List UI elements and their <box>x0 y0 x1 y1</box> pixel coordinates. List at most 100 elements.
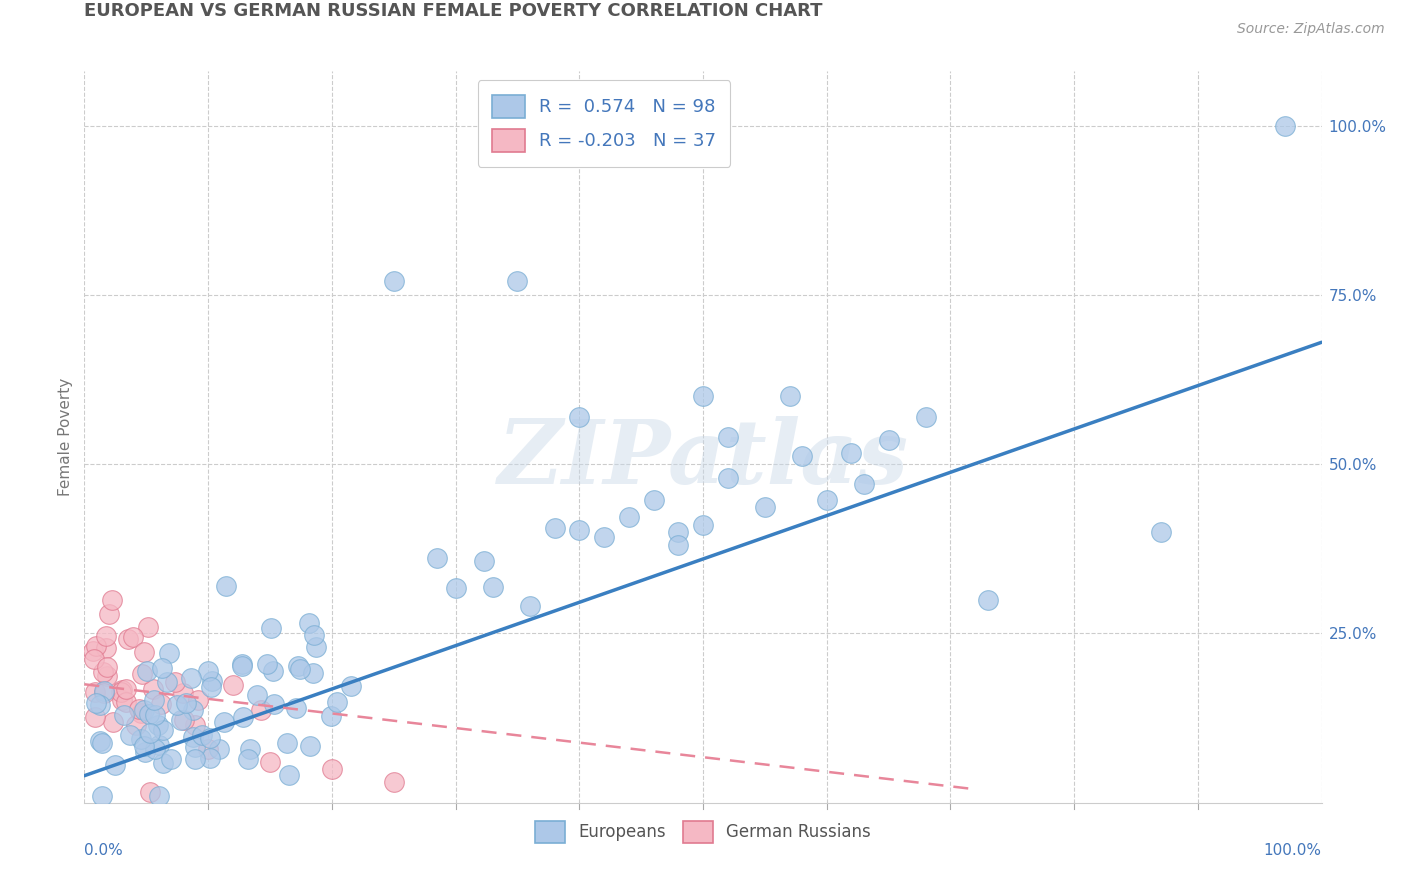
Point <box>93 686 115 700</box>
Point <box>278 768 301 782</box>
Point <box>84 710 107 724</box>
Text: EUROPEAN VS GERMAN RUSSIAN FEMALE POVERTY CORRELATION CHART: EUROPEAN VS GERMAN RUSSIAN FEMALE POVERT… <box>84 2 823 21</box>
Point <box>150 661 173 675</box>
Point <box>301 666 323 681</box>
Point <box>298 615 321 630</box>
Point <box>174 696 197 710</box>
Point <box>815 493 838 508</box>
Point <box>156 674 179 689</box>
Point <box>877 433 900 447</box>
Point <box>239 741 262 756</box>
Point <box>290 662 312 676</box>
Point <box>152 723 174 737</box>
Point <box>138 707 160 722</box>
Point <box>568 409 591 424</box>
Point <box>184 717 207 731</box>
Point <box>321 709 343 723</box>
Point <box>115 681 138 696</box>
Point <box>103 758 125 772</box>
Point <box>112 708 135 723</box>
Point <box>287 659 309 673</box>
Legend: Europeans, German Russians: Europeans, German Russians <box>529 814 877 849</box>
Point <box>260 621 283 635</box>
Text: 100.0%: 100.0% <box>1264 843 1322 858</box>
Point <box>717 430 740 444</box>
Point <box>519 599 541 613</box>
Point <box>666 538 689 552</box>
Point <box>120 728 142 742</box>
Point <box>506 274 529 288</box>
Point <box>692 389 714 403</box>
Point <box>149 697 172 711</box>
Point <box>165 675 187 690</box>
Point <box>198 751 221 765</box>
Point <box>472 554 495 568</box>
Point <box>263 697 285 711</box>
Point <box>238 752 260 766</box>
Y-axis label: Female Poverty: Female Poverty <box>58 378 73 496</box>
Point <box>148 789 170 803</box>
Point <box>96 669 118 683</box>
Point <box>94 640 117 655</box>
Point <box>93 665 115 680</box>
Point <box>96 660 118 674</box>
Point <box>101 592 124 607</box>
Point <box>91 789 114 803</box>
Point <box>94 629 117 643</box>
Point <box>83 684 105 698</box>
Point <box>207 742 229 756</box>
Point <box>83 652 105 666</box>
Point <box>543 521 565 535</box>
Point <box>326 696 349 710</box>
Point <box>305 640 328 654</box>
Point <box>89 698 111 713</box>
Point <box>84 639 107 653</box>
Point <box>1150 524 1173 539</box>
Point <box>166 698 188 713</box>
Point <box>152 756 174 771</box>
Point <box>134 644 156 658</box>
Point <box>231 657 253 671</box>
Point <box>84 696 107 710</box>
Point <box>131 667 153 681</box>
Point <box>643 493 665 508</box>
Point <box>717 471 740 485</box>
Point <box>259 755 281 769</box>
Point <box>180 671 202 685</box>
Point <box>841 445 863 459</box>
Point <box>139 726 162 740</box>
Point <box>790 449 813 463</box>
Point <box>110 684 132 698</box>
Point <box>298 739 321 754</box>
Point <box>382 775 405 789</box>
Point <box>666 525 689 540</box>
Point <box>779 389 801 403</box>
Point <box>132 739 155 754</box>
Point <box>426 551 449 566</box>
Point <box>173 713 195 727</box>
Point <box>160 752 183 766</box>
Point <box>692 518 714 533</box>
Point <box>976 592 998 607</box>
Point <box>340 679 363 693</box>
Point <box>212 714 235 729</box>
Text: Source: ZipAtlas.com: Source: ZipAtlas.com <box>1237 22 1385 37</box>
Point <box>481 580 503 594</box>
Point <box>111 682 134 697</box>
Text: 0.0%: 0.0% <box>84 843 124 858</box>
Point <box>122 630 145 644</box>
Point <box>111 692 134 706</box>
Point <box>232 710 254 724</box>
Point <box>321 762 343 776</box>
Point <box>91 736 114 750</box>
Point <box>444 581 467 595</box>
Point <box>1274 119 1296 133</box>
Point <box>93 684 115 698</box>
Point <box>914 409 936 424</box>
Point <box>215 579 238 593</box>
Point <box>187 693 209 707</box>
Point <box>128 702 150 716</box>
Point <box>754 500 776 514</box>
Point <box>136 619 159 633</box>
Point <box>231 658 253 673</box>
